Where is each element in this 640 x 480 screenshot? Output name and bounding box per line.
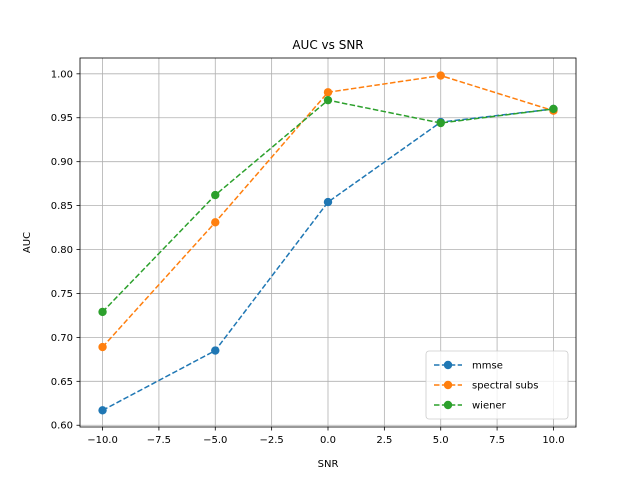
data-point	[211, 346, 220, 355]
x-tick-label: 7.5	[489, 435, 505, 446]
data-point	[98, 342, 107, 352]
legend-marker	[443, 380, 453, 390]
data-point	[98, 307, 107, 317]
y-tick-label: 0.80	[51, 245, 73, 256]
y-tick-label: 0.75	[51, 289, 73, 300]
y-tick-label: 0.85	[51, 201, 73, 212]
data-point	[323, 88, 333, 97]
y-tick-label: 0.65	[51, 377, 73, 388]
data-point	[211, 190, 220, 200]
legend-box	[425, 350, 569, 420]
x-tick-label: −5.0	[203, 435, 227, 446]
data-point	[211, 218, 220, 227]
y-tick-label: 0.90	[51, 157, 73, 168]
series-group	[98, 71, 558, 415]
data-point	[436, 118, 445, 128]
y-tick-label: 0.70	[51, 333, 73, 344]
y-tick-label: 0.60	[51, 421, 73, 432]
series-wiener	[98, 95, 558, 317]
legend-label: wiener	[472, 401, 507, 412]
x-tick-label: −7.5	[147, 435, 171, 446]
x-tick-label: 5.0	[433, 435, 449, 446]
ticks: −10.0 −7.5 −5.0 −2.5 0.0 2.5 5.0 7.5 10.0 0.60 0.6…	[51, 69, 565, 446]
y-tick-label: 0.95	[51, 113, 73, 124]
x-tick-label: 10.0	[542, 435, 564, 446]
data-point	[98, 406, 107, 415]
x-axis-label: SNR	[318, 459, 339, 470]
legend-label: mmse	[472, 361, 503, 372]
series-spectral-subs	[98, 71, 558, 352]
plot-area-frame	[79, 57, 577, 428]
legend-marker	[443, 360, 453, 370]
data-point	[323, 197, 333, 207]
legend-marker	[443, 400, 453, 410]
data-point	[436, 71, 445, 80]
x-tick-label: −10.0	[87, 435, 118, 446]
y-axis-label: AUC	[22, 232, 33, 253]
x-tick-label: 2.5	[376, 435, 392, 446]
x-tick-label: −2.5	[259, 435, 283, 446]
legend-label: spectral subs	[472, 381, 538, 392]
legend: mmse spectral subs wiener	[425, 350, 569, 420]
data-point	[323, 95, 333, 105]
y-tick-label: 1.00	[51, 69, 73, 80]
chart-title: AUC vs SNR	[292, 38, 363, 52]
x-tick-label: 0.0	[320, 435, 336, 446]
data-point	[549, 104, 558, 114]
